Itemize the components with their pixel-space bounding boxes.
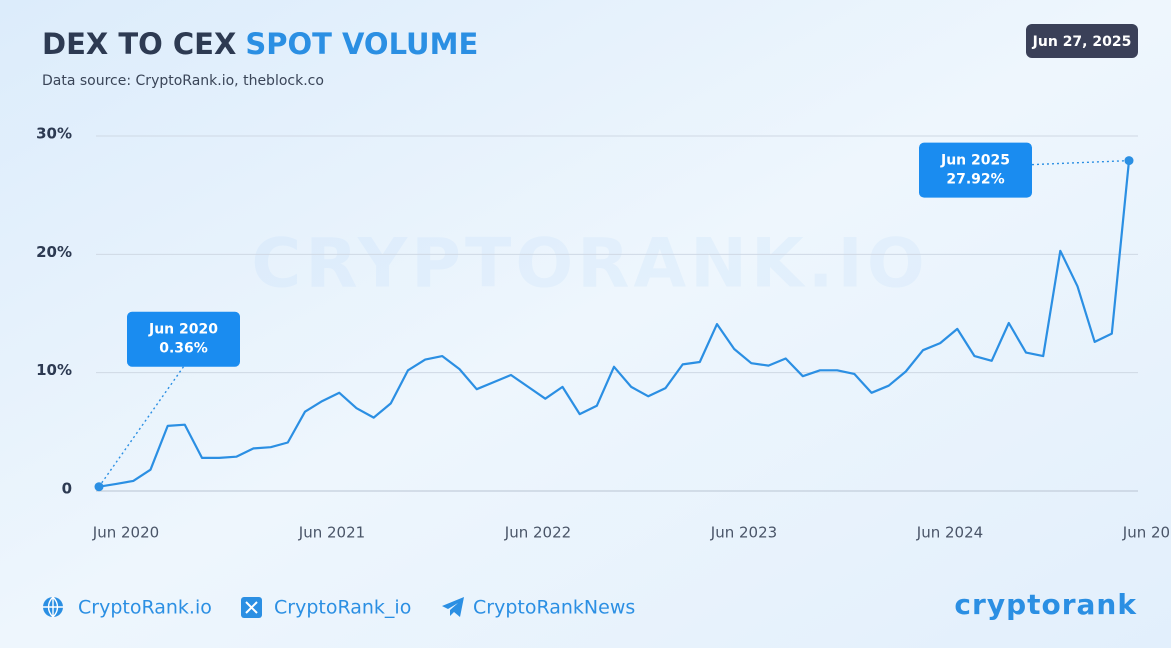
date: Jun 27, 2025 <box>1032 34 1132 50</box>
watermark: CRYPTORANK.IO <box>251 225 928 304</box>
callout-leader <box>1031 159 1130 166</box>
footer-link[interactable]: CryptoRankNews <box>473 597 635 619</box>
x-tick-label: Jun 2023 <box>710 524 777 542</box>
chart-title: DEX TO CEX SPOT VOLUME <box>42 27 478 61</box>
callout-date: Jun 2025 <box>940 153 1010 169</box>
x-tick-label: Jun 2021 <box>298 524 365 542</box>
y-tick-label: 20% <box>36 243 72 261</box>
data-line <box>98 160 1131 488</box>
title-main: DEX TO CEX <box>42 27 236 61</box>
callout-value: 0.36% <box>159 341 208 357</box>
logo: cryptorank <box>954 588 1137 621</box>
highlight-point <box>1124 156 1134 166</box>
highlight-point <box>94 482 104 492</box>
x-tick-label: Jun 2020 <box>92 524 159 542</box>
callout-box <box>127 311 240 367</box>
x-tick-label: Jun 2024 <box>916 524 983 542</box>
telegram-icon <box>442 597 464 617</box>
callout-date: Jun 2020 <box>148 322 218 338</box>
globe-lines <box>43 596 63 618</box>
footer-link[interactable]: CryptoRank_io <box>274 597 411 619</box>
x-icon-mark <box>245 601 258 614</box>
callout-box <box>919 142 1032 198</box>
x-tick-label: Jun 2025 <box>1122 524 1171 542</box>
footer: CryptoRank.io CryptoRank_io CryptoRankNe… <box>43 588 1137 621</box>
footer-link[interactable]: CryptoRank.io <box>78 597 212 619</box>
callout-value: 27.92% <box>946 172 1004 188</box>
title-highlight: SPOT VOLUME <box>245 27 478 61</box>
date-badge <box>1026 24 1138 58</box>
y-tick-label: 0 <box>62 480 72 498</box>
x-tick-label: Jun 2022 <box>504 524 571 542</box>
subtitle: Data source: CryptoRank.io, theblock.co <box>42 73 324 89</box>
y-tick-label: 10% <box>36 361 72 379</box>
y-tick-label: 30% <box>36 125 72 143</box>
